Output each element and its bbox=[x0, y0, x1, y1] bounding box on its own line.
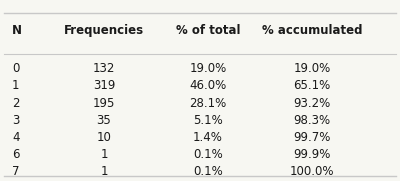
Text: 1: 1 bbox=[100, 148, 108, 161]
Text: 19.0%: 19.0% bbox=[189, 62, 227, 75]
Text: 319: 319 bbox=[93, 79, 115, 92]
Text: 195: 195 bbox=[93, 97, 115, 110]
Text: 46.0%: 46.0% bbox=[189, 79, 227, 92]
Text: 0.1%: 0.1% bbox=[193, 165, 223, 178]
Text: 65.1%: 65.1% bbox=[293, 79, 331, 92]
Text: 5.1%: 5.1% bbox=[193, 114, 223, 127]
Text: 132: 132 bbox=[93, 62, 115, 75]
Text: 0: 0 bbox=[12, 62, 19, 75]
Text: 99.7%: 99.7% bbox=[293, 131, 331, 144]
Text: 1.4%: 1.4% bbox=[193, 131, 223, 144]
Text: 28.1%: 28.1% bbox=[189, 97, 227, 110]
Text: 1: 1 bbox=[12, 79, 20, 92]
Text: % accumulated: % accumulated bbox=[262, 24, 362, 37]
Text: 0.1%: 0.1% bbox=[193, 148, 223, 161]
Text: 10: 10 bbox=[96, 131, 112, 144]
Text: N: N bbox=[12, 24, 22, 37]
Text: Frequencies: Frequencies bbox=[64, 24, 144, 37]
Text: 3: 3 bbox=[12, 114, 19, 127]
Text: 19.0%: 19.0% bbox=[293, 62, 331, 75]
Text: 100.0%: 100.0% bbox=[290, 165, 334, 178]
Text: 93.2%: 93.2% bbox=[293, 97, 331, 110]
Text: % of total: % of total bbox=[176, 24, 240, 37]
Text: 6: 6 bbox=[12, 148, 20, 161]
Text: 1: 1 bbox=[100, 165, 108, 178]
Text: 4: 4 bbox=[12, 131, 20, 144]
Text: 7: 7 bbox=[12, 165, 20, 178]
Text: 98.3%: 98.3% bbox=[294, 114, 330, 127]
Text: 2: 2 bbox=[12, 97, 20, 110]
Text: 99.9%: 99.9% bbox=[293, 148, 331, 161]
Text: 35: 35 bbox=[97, 114, 111, 127]
